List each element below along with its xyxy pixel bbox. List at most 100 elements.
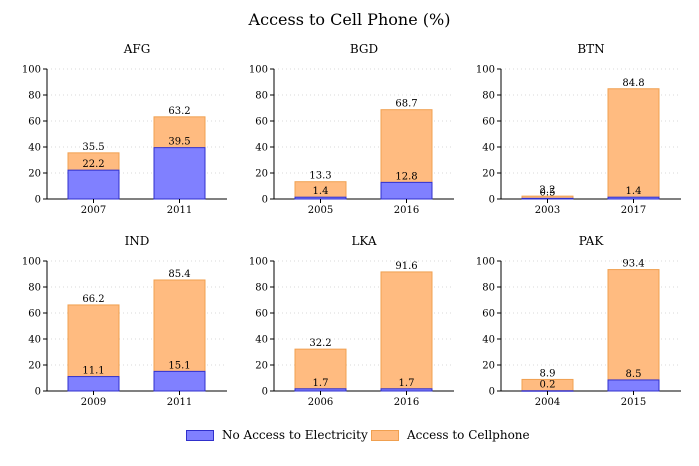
panel-title: BTN bbox=[577, 42, 604, 56]
data-label-cellphone: 84.8 bbox=[622, 78, 644, 89]
panel-btn: BTN 0 20 40 60 80 100 2.20.5 2003 84.8 1.4 2017 bbox=[476, 42, 681, 216]
y-tick-label: 0 bbox=[262, 195, 268, 206]
y-tick-label: 100 bbox=[249, 257, 268, 268]
x-tick-label: 2011 bbox=[167, 397, 192, 408]
data-label-cellphone: 68.7 bbox=[395, 99, 417, 110]
data-label-no-electricity: 8.5 bbox=[626, 369, 642, 380]
data-label-cellphone: 2.2 bbox=[540, 185, 556, 196]
bar-no-access-to-electricity bbox=[153, 370, 206, 392]
data-label-no-electricity: 15.1 bbox=[168, 360, 190, 371]
panel-bgd: BGD 0 20 40 60 80 100 13.3 1.4 2005 68.7 12.8 2016 bbox=[249, 42, 454, 216]
y-tick-label: 80 bbox=[482, 91, 495, 102]
data-label-cellphone: 8.9 bbox=[540, 368, 556, 379]
y-tick-label: 20 bbox=[28, 169, 41, 180]
y-tick-label: 40 bbox=[255, 143, 268, 154]
y-tick-label: 0 bbox=[35, 195, 41, 206]
panel-lka: LKA 0 20 40 60 80 100 32.2 1.7 2006 91.6 1.7 2016 bbox=[249, 234, 454, 408]
data-label-no-electricity: 0.2 bbox=[540, 380, 556, 391]
y-tick-label: 100 bbox=[476, 257, 495, 268]
y-tick-label: 80 bbox=[255, 91, 268, 102]
y-tick-label: 20 bbox=[482, 169, 495, 180]
y-tick-label: 40 bbox=[28, 335, 41, 346]
data-label-no-electricity: 12.8 bbox=[395, 171, 417, 182]
y-tick-label: 100 bbox=[22, 257, 41, 268]
y-tick-label: 0 bbox=[262, 387, 268, 398]
legend-item-no-electricity[interactable]: No Access to Electricity bbox=[186, 428, 368, 442]
y-tick-label: 20 bbox=[255, 169, 268, 180]
panel-title: IND bbox=[125, 234, 150, 248]
y-tick-label: 80 bbox=[28, 91, 41, 102]
x-tick-label: 2009 bbox=[81, 397, 106, 408]
bar-access-to-cellphone bbox=[607, 88, 660, 200]
y-tick-label: 60 bbox=[482, 117, 495, 128]
chart-title: Access to Cell Phone (%) bbox=[248, 10, 451, 29]
data-label-cellphone: 85.4 bbox=[168, 269, 190, 280]
panel-title: AFG bbox=[123, 42, 151, 56]
data-label-cellphone: 32.2 bbox=[309, 338, 331, 349]
bar-no-access-to-electricity bbox=[67, 376, 120, 392]
bar-no-access-to-electricity bbox=[380, 388, 433, 392]
bar-access-to-cellphone bbox=[380, 271, 433, 392]
y-tick-label: 100 bbox=[22, 65, 41, 76]
legend-swatch-cellphone bbox=[371, 429, 399, 441]
bar-no-access-to-electricity bbox=[294, 196, 347, 200]
bar-no-access-to-electricity bbox=[67, 169, 120, 200]
y-tick-label: 60 bbox=[255, 309, 268, 320]
y-tick-label: 60 bbox=[482, 309, 495, 320]
y-tick-label: 60 bbox=[255, 117, 268, 128]
x-tick-label: 2015 bbox=[621, 397, 646, 408]
data-label-cellphone: 93.4 bbox=[622, 259, 644, 270]
panel-afg: AFG 0 20 40 60 80 100 35.5 22.2 2007 63.2 39.5 2011 bbox=[22, 42, 227, 216]
x-tick-label: 2011 bbox=[167, 205, 192, 216]
y-tick-label: 80 bbox=[28, 283, 41, 294]
data-label-no-electricity: 1.4 bbox=[313, 186, 329, 197]
x-tick-label: 2016 bbox=[394, 205, 419, 216]
bar-no-access-to-electricity bbox=[607, 196, 660, 200]
panel-title: PAK bbox=[579, 234, 605, 248]
legend-swatch-no-electricity bbox=[186, 429, 214, 441]
y-tick-label: 100 bbox=[476, 65, 495, 76]
bar-no-access-to-electricity bbox=[521, 197, 574, 200]
panel-pak: PAK 0 20 40 60 80 100 8.90.2 2004 93.4 8.5 2015 bbox=[476, 234, 681, 408]
bar-no-access-to-electricity bbox=[153, 147, 206, 200]
bar-access-to-cellphone bbox=[607, 269, 660, 392]
bar-access-to-cellphone bbox=[294, 348, 347, 392]
y-tick-label: 60 bbox=[28, 117, 41, 128]
y-tick-label: 0 bbox=[489, 195, 495, 206]
panel-title: LKA bbox=[351, 234, 376, 248]
data-label-no-electricity: 1.7 bbox=[313, 378, 329, 389]
y-tick-label: 20 bbox=[482, 361, 495, 372]
bar-no-access-to-electricity bbox=[380, 181, 433, 200]
x-tick-label: 2005 bbox=[308, 205, 333, 216]
y-tick-label: 60 bbox=[28, 309, 41, 320]
panel-title: BGD bbox=[350, 42, 378, 56]
y-tick-label: 20 bbox=[255, 361, 268, 372]
legend-label-cellphone: Access to Cellphone bbox=[407, 428, 530, 442]
data-label-cellphone: 35.5 bbox=[82, 142, 104, 153]
data-label-no-electricity: 22.2 bbox=[82, 159, 104, 170]
data-label-no-electricity: 0.5 bbox=[540, 187, 556, 198]
y-tick-label: 40 bbox=[482, 143, 495, 154]
y-tick-label: 100 bbox=[249, 65, 268, 76]
x-tick-label: 2007 bbox=[81, 205, 106, 216]
x-tick-label: 2016 bbox=[394, 397, 419, 408]
data-label-no-electricity: 39.5 bbox=[168, 137, 190, 148]
legend-item-cellphone[interactable]: Access to Cellphone bbox=[371, 428, 530, 442]
y-tick-label: 0 bbox=[489, 387, 495, 398]
data-label-cellphone: 13.3 bbox=[309, 171, 331, 182]
y-tick-label: 20 bbox=[28, 361, 41, 372]
x-tick-label: 2003 bbox=[535, 205, 560, 216]
y-tick-label: 40 bbox=[255, 335, 268, 346]
x-tick-label: 2004 bbox=[535, 397, 560, 408]
x-tick-label: 2017 bbox=[621, 205, 646, 216]
data-label-cellphone: 91.6 bbox=[395, 261, 417, 272]
bar-no-access-to-electricity bbox=[294, 388, 347, 392]
legend-label-no-electricity: No Access to Electricity bbox=[222, 428, 368, 442]
data-label-no-electricity: 1.7 bbox=[399, 378, 415, 389]
y-tick-label: 0 bbox=[35, 387, 41, 398]
data-label-cellphone: 63.2 bbox=[168, 106, 190, 117]
y-tick-label: 80 bbox=[255, 283, 268, 294]
data-label-no-electricity: 1.4 bbox=[626, 186, 642, 197]
y-tick-label: 40 bbox=[28, 143, 41, 154]
